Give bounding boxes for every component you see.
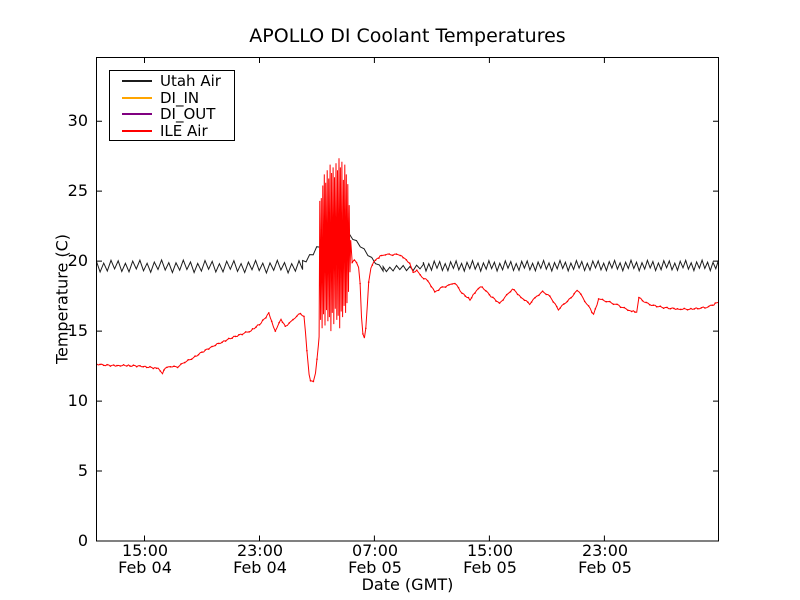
series-group	[96, 158, 719, 383]
x-tick-time: 07:00	[351, 541, 399, 560]
y-tick-label-15: 15	[67, 321, 88, 340]
y-tick-label-5: 5	[77, 461, 88, 480]
x-tick-time: 15:00	[121, 541, 169, 560]
y-tick-label-20: 20	[67, 251, 88, 270]
legend-entry-di-out: DI_OUT	[110, 106, 234, 123]
legend-label: DI_OUT	[160, 105, 216, 124]
legend-entry-ile-air: ILE Air	[110, 123, 234, 140]
legend: Utah Air DI_IN DI_OUT ILE Air	[109, 70, 235, 141]
legend-line-sample	[122, 113, 152, 116]
x-tick-time: 15:00	[466, 541, 514, 560]
x-tick-label-0: 15:00 Feb 04	[99, 542, 191, 576]
legend-label: Utah Air	[160, 72, 221, 91]
legend-line-sample	[122, 80, 152, 83]
x-tick-label-4: 23:00 Feb 05	[559, 542, 651, 576]
series-ile-air-markers	[96, 253, 719, 383]
legend-line-sample	[122, 96, 152, 99]
plot-frame	[96, 57, 719, 542]
x-tick-date: Feb 05	[463, 558, 517, 577]
x-tick-label-1: 23:00 Feb 04	[214, 542, 306, 576]
y-tick-label-10: 10	[67, 391, 88, 410]
chart-title: APOLLO DI Coolant Temperatures	[249, 25, 566, 47]
x-tick-time: 23:00	[581, 541, 629, 560]
y-tick-label-0: 0	[77, 531, 88, 550]
x-axis-label: Date (GMT)	[361, 575, 454, 594]
y-tick-label-25: 25	[67, 181, 88, 200]
legend-label: ILE Air	[160, 121, 208, 140]
legend-entry-di-in: DI_IN	[110, 90, 234, 107]
y-tick-label-30: 30	[67, 111, 88, 130]
series-utah-air-line	[96, 222, 719, 275]
x-tick-label-2: 07:00 Feb 05	[329, 542, 421, 576]
x-tick-time: 23:00	[236, 541, 284, 560]
x-tick-date: Feb 05	[348, 558, 402, 577]
legend-label: DI_IN	[160, 88, 200, 107]
legend-line-sample	[122, 129, 152, 132]
x-tick-date: Feb 04	[233, 558, 287, 577]
x-tick-date: Feb 05	[578, 558, 632, 577]
x-tick-label-3: 15:00 Feb 05	[444, 542, 536, 576]
x-tick-date: Feb 04	[118, 558, 172, 577]
legend-entry-utah-air: Utah Air	[110, 73, 234, 90]
